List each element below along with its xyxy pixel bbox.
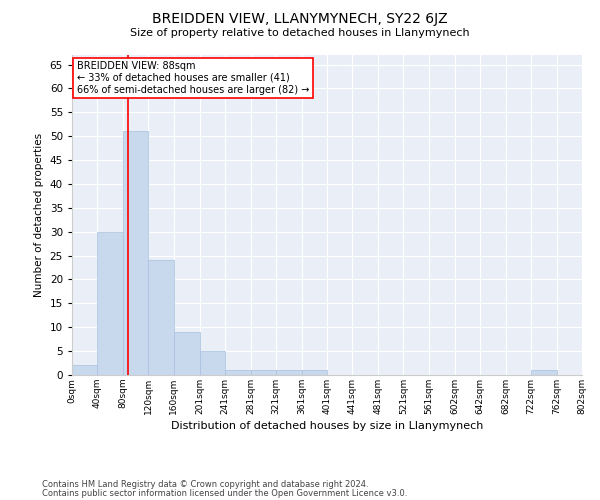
Bar — [200, 351, 225, 375]
Bar — [97, 232, 123, 375]
Bar — [72, 366, 97, 375]
X-axis label: Distribution of detached houses by size in Llanymynech: Distribution of detached houses by size … — [171, 421, 483, 431]
Text: Contains HM Land Registry data © Crown copyright and database right 2024.: Contains HM Land Registry data © Crown c… — [42, 480, 368, 489]
Text: Size of property relative to detached houses in Llanymynech: Size of property relative to detached ho… — [130, 28, 470, 38]
Bar — [174, 332, 200, 375]
Bar — [302, 370, 327, 375]
Bar — [225, 370, 251, 375]
Bar — [148, 260, 174, 375]
Bar — [531, 370, 557, 375]
Text: BREIDDEN VIEW: 88sqm
← 33% of detached houses are smaller (41)
66% of semi-detac: BREIDDEN VIEW: 88sqm ← 33% of detached h… — [77, 62, 310, 94]
Text: BREIDDEN VIEW, LLANYMYNECH, SY22 6JZ: BREIDDEN VIEW, LLANYMYNECH, SY22 6JZ — [152, 12, 448, 26]
Bar — [251, 370, 276, 375]
Bar — [276, 370, 302, 375]
Bar — [123, 132, 148, 375]
Text: Contains public sector information licensed under the Open Government Licence v3: Contains public sector information licen… — [42, 489, 407, 498]
Y-axis label: Number of detached properties: Number of detached properties — [34, 133, 44, 297]
